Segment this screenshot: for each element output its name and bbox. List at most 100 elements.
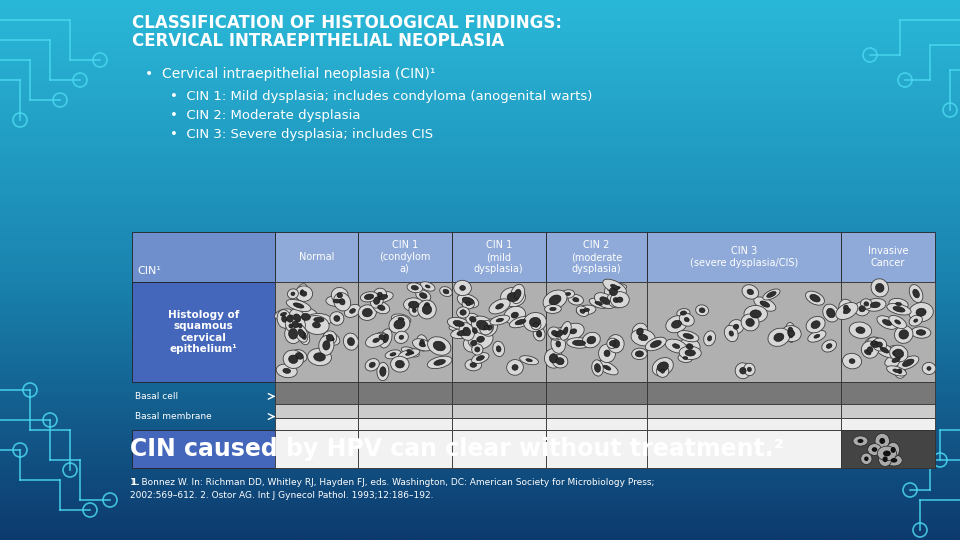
Bar [276,382,358,403]
Ellipse shape [543,290,567,310]
Ellipse shape [300,290,303,295]
Ellipse shape [507,293,519,302]
Ellipse shape [551,335,565,353]
Ellipse shape [286,300,311,312]
Ellipse shape [294,319,306,333]
Ellipse shape [289,324,293,328]
Ellipse shape [632,348,647,360]
Ellipse shape [876,316,897,329]
Ellipse shape [372,338,379,342]
Ellipse shape [544,305,562,313]
Ellipse shape [377,292,382,296]
Ellipse shape [916,308,926,316]
Bar [276,232,358,282]
Ellipse shape [548,327,561,339]
Bar [647,382,841,403]
Ellipse shape [725,326,738,342]
Ellipse shape [425,285,430,288]
Ellipse shape [560,321,571,340]
Ellipse shape [671,320,682,328]
Ellipse shape [552,330,557,335]
Ellipse shape [395,331,408,343]
Ellipse shape [511,312,518,318]
Ellipse shape [468,329,493,349]
Ellipse shape [394,320,405,329]
Ellipse shape [774,333,784,341]
Ellipse shape [550,327,567,340]
Text: •  CIN 1: Mild dysplasia; includes condyloma (anogenital warts): • CIN 1: Mild dysplasia; includes condyl… [170,90,592,103]
Ellipse shape [583,308,589,312]
Ellipse shape [594,293,615,308]
Ellipse shape [877,446,897,461]
Ellipse shape [568,294,584,305]
Ellipse shape [657,365,669,377]
Ellipse shape [686,344,693,349]
Ellipse shape [604,350,610,356]
Ellipse shape [362,308,372,317]
Ellipse shape [788,330,795,336]
Ellipse shape [511,284,525,303]
Ellipse shape [854,302,870,316]
Ellipse shape [376,332,388,342]
Ellipse shape [373,302,390,314]
Ellipse shape [868,444,881,455]
Text: CLASSIFICATION OF HISTOLOGICAL FINDINGS:: CLASSIFICATION OF HISTOLOGICAL FINDINGS: [132,14,562,32]
Ellipse shape [754,297,776,311]
Bar [545,403,647,418]
Ellipse shape [284,319,298,333]
Ellipse shape [434,360,445,365]
Ellipse shape [526,359,532,362]
Ellipse shape [457,330,469,336]
Ellipse shape [684,333,693,339]
Ellipse shape [896,302,901,306]
Text: CIN caused by HPV can clear without treatment.²: CIN caused by HPV can clear without trea… [130,437,784,461]
Ellipse shape [611,285,618,289]
Text: •  CIN 3: Severe dysplasia; includes CIS: • CIN 3: Severe dysplasia; includes CIS [170,128,433,141]
Ellipse shape [814,334,820,338]
Ellipse shape [613,286,620,289]
Ellipse shape [295,325,308,342]
Ellipse shape [326,334,333,341]
Ellipse shape [420,340,424,346]
Ellipse shape [763,289,780,300]
Bar [545,430,647,468]
Ellipse shape [583,332,600,348]
Ellipse shape [889,315,906,328]
Ellipse shape [914,319,918,322]
Ellipse shape [463,327,470,336]
Ellipse shape [314,318,324,322]
Ellipse shape [289,328,298,339]
Ellipse shape [729,331,733,336]
Ellipse shape [299,329,304,338]
Text: Basal membrane: Basal membrane [135,412,212,421]
Ellipse shape [735,363,751,379]
Ellipse shape [447,318,470,329]
Ellipse shape [330,312,344,325]
Bar [451,282,545,382]
Ellipse shape [673,344,680,348]
Ellipse shape [916,330,925,335]
Bar [358,382,451,403]
Ellipse shape [275,309,292,320]
Ellipse shape [549,295,561,305]
Ellipse shape [612,340,619,348]
Ellipse shape [377,305,385,310]
Ellipse shape [865,299,886,311]
Ellipse shape [457,294,479,308]
Ellipse shape [613,298,619,302]
Ellipse shape [427,337,451,355]
Ellipse shape [334,293,350,311]
Text: Basal cell: Basal cell [135,392,179,401]
Ellipse shape [607,292,625,308]
Ellipse shape [370,362,375,368]
Ellipse shape [476,355,485,361]
Ellipse shape [652,357,673,376]
Ellipse shape [768,328,790,346]
Ellipse shape [605,282,622,301]
Ellipse shape [893,306,905,312]
Ellipse shape [471,353,489,363]
Ellipse shape [324,332,340,345]
Ellipse shape [531,320,541,330]
Ellipse shape [470,363,477,367]
Ellipse shape [898,356,919,370]
